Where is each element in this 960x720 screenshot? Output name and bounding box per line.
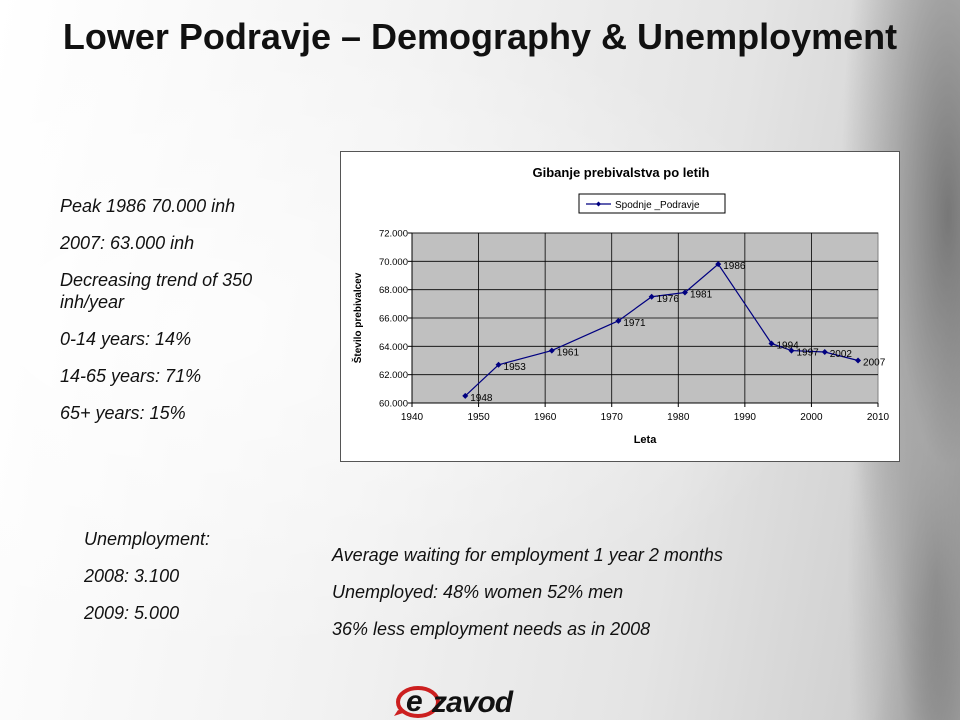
data-point: [768, 340, 775, 347]
y-tick-label: 70.000: [379, 257, 408, 268]
y-axis-label: Število prebivalcev: [351, 272, 364, 363]
population-chart: Gibanje prebivalstva po letih Spodnje _P…: [340, 151, 900, 462]
data-label: 2007: [863, 358, 886, 369]
data-label: 1953: [504, 362, 527, 373]
svg-text:e: e: [406, 685, 423, 718]
note-gender-split: Unemployed: 48% women 52% men: [332, 582, 624, 602]
x-tick-label: 1970: [601, 412, 624, 423]
chart-legend: Spodnje _Podravje: [578, 193, 726, 214]
demography-bullets: Peak 1986 70.000 inh 2007: 63.000 inh De…: [60, 195, 300, 439]
slide-title: Lower Podravje – Demography & Unemployme…: [62, 16, 898, 57]
data-point: [615, 317, 622, 324]
ezavod-logo: e zavod: [394, 685, 515, 718]
chart-svg: Gibanje prebivalstva po letih Spodnje _P…: [351, 165, 890, 446]
x-axis-label: Leta: [634, 434, 658, 446]
x-tick-label: 1960: [534, 412, 557, 423]
x-tick-label: 1990: [734, 412, 757, 423]
unemployment-2008: 2008: 3.100: [84, 566, 180, 586]
bullet-trend: Decreasing trend of 350 inh/year: [60, 270, 253, 312]
svg-text:zavod: zavod: [431, 686, 514, 718]
x-tick-label: 1940: [401, 412, 424, 423]
data-point: [788, 347, 795, 354]
x-tick-label: 2000: [800, 412, 823, 423]
data-point: [715, 261, 722, 268]
employment-notes: Average waiting for employment 1 year 2 …: [332, 544, 892, 655]
data-label: 2002: [830, 349, 853, 360]
y-tick-label: 66.000: [379, 314, 408, 325]
data-label: 1948: [470, 393, 493, 404]
x-tick-label: 2010: [867, 412, 890, 423]
note-employment-needs: 36% less employment needs as in 2008: [332, 619, 651, 639]
bullet-age-14-65: 14-65 years: 71%: [60, 366, 202, 386]
data-point: [462, 392, 469, 399]
y-tick-label: 62.000: [379, 370, 408, 381]
y-tick-label: 64.000: [379, 342, 408, 353]
note-waiting-time: Average waiting for employment 1 year 2 …: [332, 545, 723, 565]
data-label: 1997: [796, 348, 819, 359]
data-label: 1994: [776, 341, 799, 352]
y-tick-label: 68.000: [379, 285, 408, 296]
data-label: 1976: [657, 294, 680, 305]
unemployment-block: Unemployment: 2008: 3.100 2009: 5.000: [84, 528, 304, 639]
data-label: 1961: [557, 348, 580, 359]
x-tick-label: 1980: [667, 412, 690, 423]
data-point: [548, 347, 555, 354]
data-point: [681, 289, 688, 296]
bullet-age-65-plus: 65+ years: 15%: [60, 403, 186, 423]
axes: 60.000 62.000 64.000 66.000 68.000 70.000 72.0…: [379, 229, 890, 424]
data-point: [648, 293, 655, 300]
bullet-2007: 2007: 63.000 inh: [60, 233, 195, 253]
unemployment-2009: 2009: 5.000: [84, 603, 180, 623]
data-label: 1981: [690, 290, 713, 301]
bullet-age-0-14: 0-14 years: 14%: [60, 329, 192, 349]
data-label: 1986: [723, 261, 746, 272]
data-point: [821, 349, 828, 355]
x-tick-label: 1950: [467, 412, 490, 423]
y-tick-label: 72.000: [379, 229, 408, 240]
data-point: [855, 357, 862, 364]
legend-series-label: Spodnje _Podravje: [615, 200, 700, 211]
data-label: 1971: [623, 318, 646, 329]
bullet-peak: Peak 1986 70.000 inh: [60, 196, 236, 216]
y-tick-label: 60.000: [379, 399, 408, 410]
unemployment-heading: Unemployment:: [84, 529, 211, 549]
chart-title: Gibanje prebivalstva po letih: [533, 165, 710, 180]
data-point: [495, 361, 502, 368]
